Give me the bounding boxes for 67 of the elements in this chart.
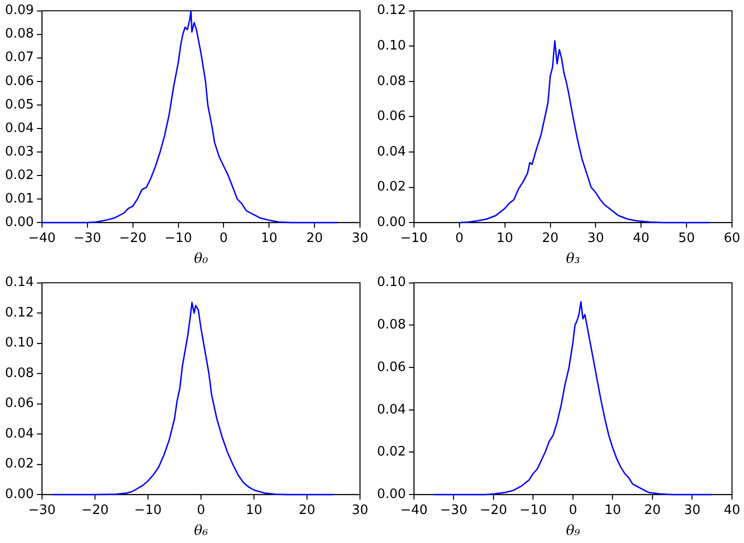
y-tick-label: 0.10 xyxy=(376,38,406,54)
x-axis-title: θ₉ xyxy=(566,523,580,540)
x-tick-label: 20 xyxy=(306,230,323,246)
x-tick-label: 0 xyxy=(196,502,206,518)
x-tick-label: 30 xyxy=(352,502,368,518)
y-tick-label: 0.06 xyxy=(376,360,406,375)
y-tick-label: 0.04 xyxy=(376,144,406,160)
x-axis-title: θ₆ xyxy=(194,523,208,540)
x-tick-label: −30 xyxy=(440,502,468,518)
y-tick-label: 0.00 xyxy=(4,214,34,230)
x-tick-label: 10 xyxy=(604,502,622,518)
x-tick-label: 10 xyxy=(246,502,262,518)
x-tick-label: −40 xyxy=(400,502,428,518)
y-tick-label: 0.02 xyxy=(376,444,406,460)
y-tick-label: 0.00 xyxy=(376,486,406,502)
y-tick-label: 0.12 xyxy=(376,3,406,18)
x-axis-title: θ₀ xyxy=(194,251,208,268)
y-tick-label: 0.04 xyxy=(376,402,406,418)
x-tick-label: −10 xyxy=(400,230,428,246)
y-tick-label: 0.03 xyxy=(4,144,34,160)
x-tick-label: 30 xyxy=(587,230,604,246)
y-tick-label: 0.06 xyxy=(4,74,34,89)
y-tick-label: 0.00 xyxy=(4,486,34,502)
y-tick-label: 0.06 xyxy=(4,396,34,412)
y-tick-label: 0.10 xyxy=(376,275,406,290)
y-tick-label: 0.08 xyxy=(4,366,34,381)
x-tick-label: 0 xyxy=(220,230,228,246)
x-tick-label: 40 xyxy=(632,230,650,246)
x-tick-label: −10 xyxy=(519,502,547,518)
x-tick-label: −40 xyxy=(28,230,56,246)
x-tick-label: 20 xyxy=(298,502,316,518)
y-tick-label: 0.02 xyxy=(4,168,34,183)
x-tick-label: 20 xyxy=(542,230,559,246)
y-tick-label: 0.08 xyxy=(376,318,406,333)
x-tick-label: 60 xyxy=(724,230,740,246)
x-tick-label: 0 xyxy=(568,502,578,518)
x-tick-label: 30 xyxy=(352,230,368,246)
x-tick-label: 10 xyxy=(496,230,514,246)
y-tick-label: 0.01 xyxy=(4,191,34,206)
y-tick-label: 0.07 xyxy=(4,50,34,66)
x-axis-title: θ₃ xyxy=(566,251,580,268)
y-tick-label: 0.12 xyxy=(4,305,34,320)
y-tick-label: 0.08 xyxy=(4,26,34,42)
y-tick-label: 0.09 xyxy=(4,3,34,18)
x-tick-label: 40 xyxy=(724,502,740,518)
y-tick-label: 0.05 xyxy=(4,97,34,112)
y-tick-label: 0.00 xyxy=(376,214,406,230)
x-tick-label: −10 xyxy=(164,230,192,246)
y-tick-label: 0.04 xyxy=(4,426,34,442)
x-tick-label: 0 xyxy=(455,230,464,246)
x-tick-label: −20 xyxy=(480,502,508,518)
x-tick-label: −20 xyxy=(119,230,147,246)
y-tick-label: 0.04 xyxy=(4,120,34,136)
y-tick-label: 0.06 xyxy=(376,109,406,124)
x-tick-label: 50 xyxy=(678,230,695,246)
x-tick-label: 30 xyxy=(684,502,701,518)
y-tick-label: 0.10 xyxy=(4,336,34,351)
y-tick-label: 0.14 xyxy=(4,275,34,290)
x-tick-label: −20 xyxy=(81,502,109,518)
x-tick-label: −10 xyxy=(134,502,162,518)
x-tick-label: −30 xyxy=(74,230,102,246)
x-tick-label: −30 xyxy=(28,502,56,518)
y-tick-label: 0.02 xyxy=(376,180,406,195)
x-tick-label: 20 xyxy=(644,502,661,518)
y-tick-label: 0.02 xyxy=(4,456,34,472)
y-tick-label: 0.08 xyxy=(376,74,406,89)
x-tick-label: 10 xyxy=(260,230,278,246)
